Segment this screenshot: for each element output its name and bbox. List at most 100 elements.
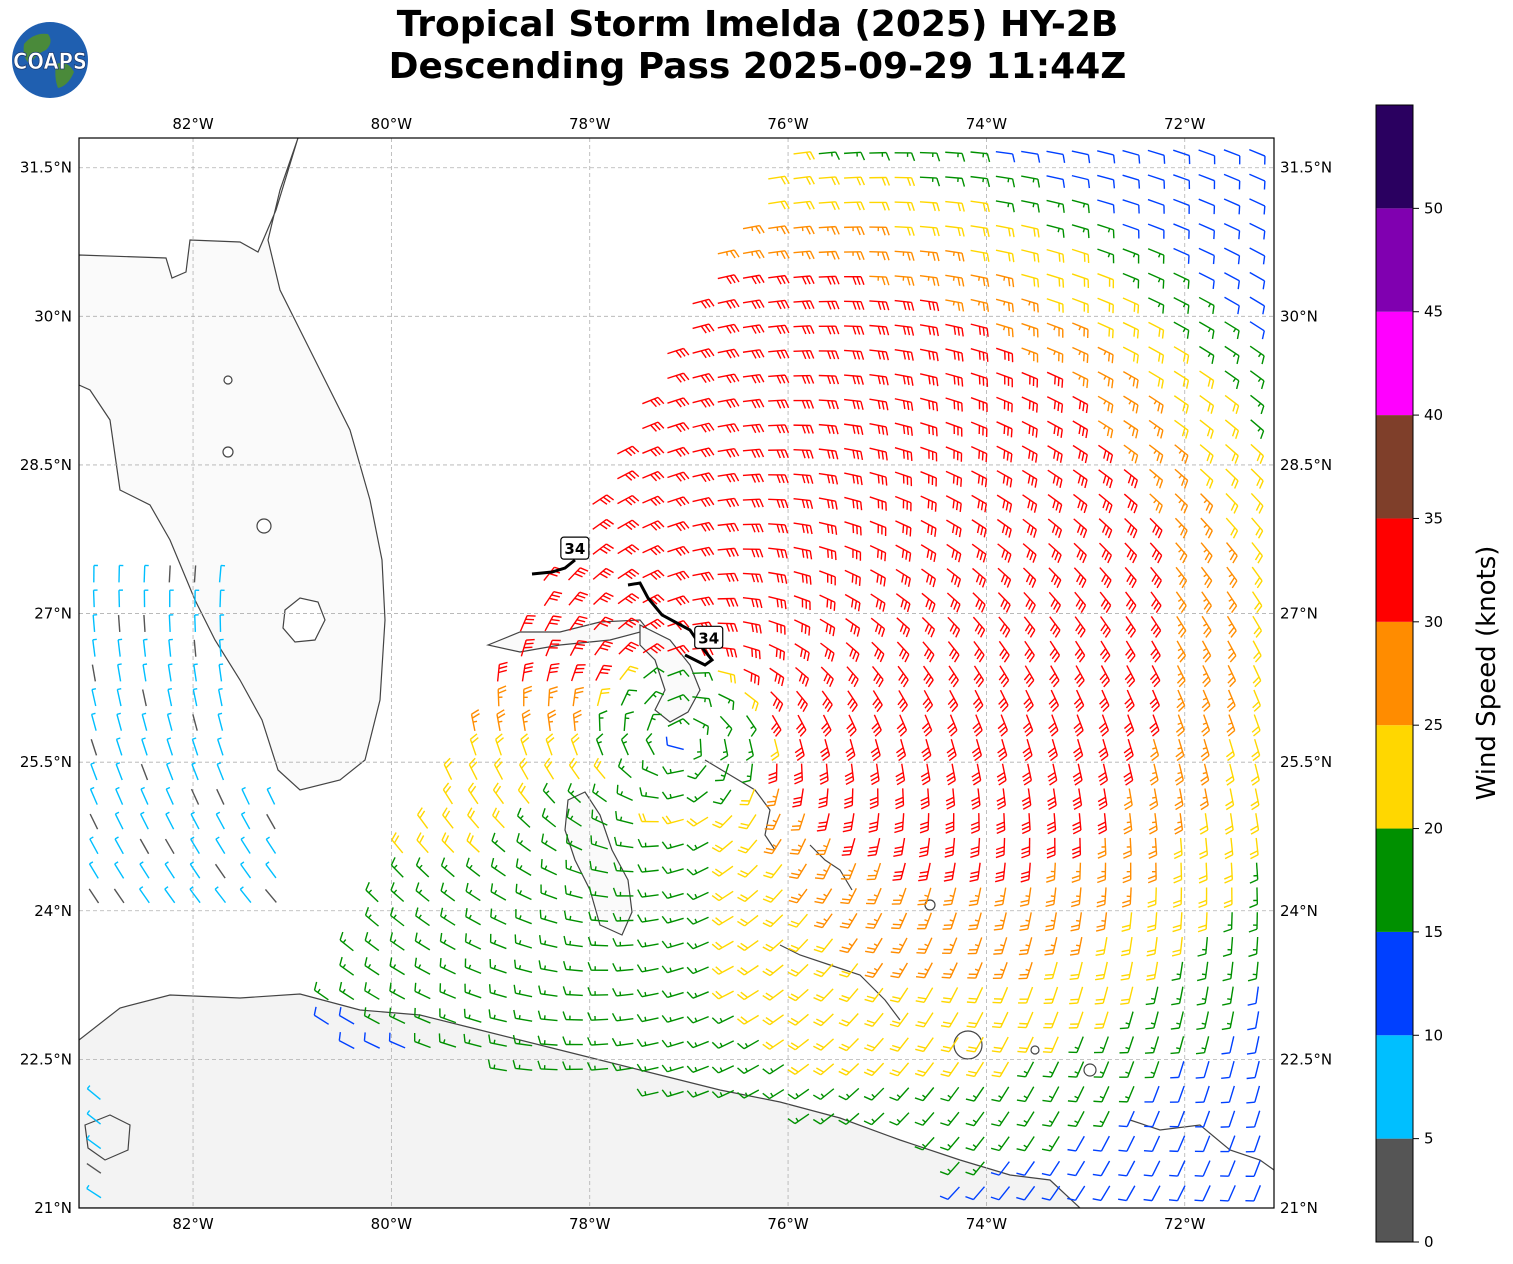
wind-barb [1016,1161,1035,1176]
wind-barb [1125,591,1137,614]
wind-barb [1021,273,1040,288]
wind-barb [970,175,991,188]
contour-34kt [531,558,715,667]
wind-barb [438,1033,457,1048]
wind-barb [1249,271,1266,290]
wind-barb [439,958,456,975]
wind-barb [512,1059,533,1071]
wind-barb [1172,912,1183,933]
wind-barb [1122,223,1140,239]
wind-barb [642,470,665,482]
wind-barb [661,940,684,949]
wind-barb [1173,247,1190,264]
cuba-land [79,993,1081,1208]
wind-barb [768,225,790,235]
lat-tick-label-left: 28.5°N [20,456,72,474]
wind-barb [818,788,829,809]
wind-barb [762,939,784,952]
wind-barb [838,1112,860,1125]
lon-tick-label-top: 74°W [966,115,1008,133]
wind-barb [947,641,960,663]
wind-barb [1021,788,1032,810]
wind-barb [813,913,833,929]
wind-barb [389,957,405,976]
wind-barb [191,737,199,756]
wind-barb [1048,714,1059,737]
wind-barb [661,1089,684,1098]
wind-barb [1199,345,1215,364]
wind-barb [166,762,174,781]
lat-tick-label-left: 31.5°N [20,159,72,177]
wind-barb [940,1061,960,1077]
wind-barb [193,565,197,583]
wind-barb [1245,1160,1261,1177]
wind-barb [1245,1185,1262,1202]
wind-barb [1246,1036,1260,1055]
wind-barb [820,666,834,688]
wind-barb [388,1032,406,1049]
wind-barb [1224,296,1240,315]
wind-barb [642,520,665,531]
wind-barb [991,1036,1009,1053]
wind-barb [1069,986,1084,1005]
wind-barb [1120,986,1134,1005]
wind-barb [945,151,966,162]
wind-barb [641,760,659,777]
wind-barb [768,449,789,459]
wind-barb [1120,936,1133,957]
wind-barb [1049,640,1061,663]
wind-barb [768,175,790,185]
wind-barb [596,687,611,707]
wind-barb [970,837,981,859]
wind-barb [338,1006,355,1025]
colorbar-bin [1376,621,1413,726]
wind-barb [1251,591,1263,614]
wind-barb [917,887,932,906]
wind-barb [793,275,815,285]
wind-barb [612,937,634,947]
wind-barb [742,548,764,558]
wind-barb [970,200,990,213]
wind-barb [971,470,988,488]
logo-text: COAPS [13,50,87,75]
wind-barb [570,733,580,756]
wind-barb [742,523,764,533]
wind-barb [820,642,835,662]
map-frame [78,137,1275,1209]
wind-barb [1224,862,1234,884]
wind-barb [942,937,958,955]
wind-barb [812,1113,835,1125]
wind-barb [717,572,739,582]
wind-barb [588,911,609,923]
wind-barb [572,686,584,707]
wind-barb [945,348,964,362]
wind-barb [1047,494,1063,514]
wind-barb [591,809,608,826]
wind-barb [563,935,583,948]
wind-barb [593,592,614,606]
wind-barb [717,298,740,309]
wind-barb [919,176,941,187]
lat-tick-label-left: 27°N [34,605,72,623]
wind-barb [795,714,807,737]
wind-barb [693,738,702,760]
wind-barb [692,497,715,507]
wind-barb [970,445,988,463]
wind-barb [1226,566,1238,589]
wind-barb [1097,862,1107,884]
wind-barb [1176,615,1187,638]
wind-barb [490,908,507,925]
wind-barb [1196,1011,1210,1030]
wind-barb [1173,370,1190,389]
wind-barb [1249,862,1259,884]
colorbar-tick-label: 10 [1424,1026,1443,1044]
wind-barb [118,589,123,608]
wind-barb [1047,518,1063,539]
wind-barb [592,543,614,555]
wind-barb [971,788,981,810]
wind-barb [711,990,734,1000]
wind-barb [1173,198,1190,214]
wind-barb [692,348,715,359]
wind-barb [889,1112,910,1126]
